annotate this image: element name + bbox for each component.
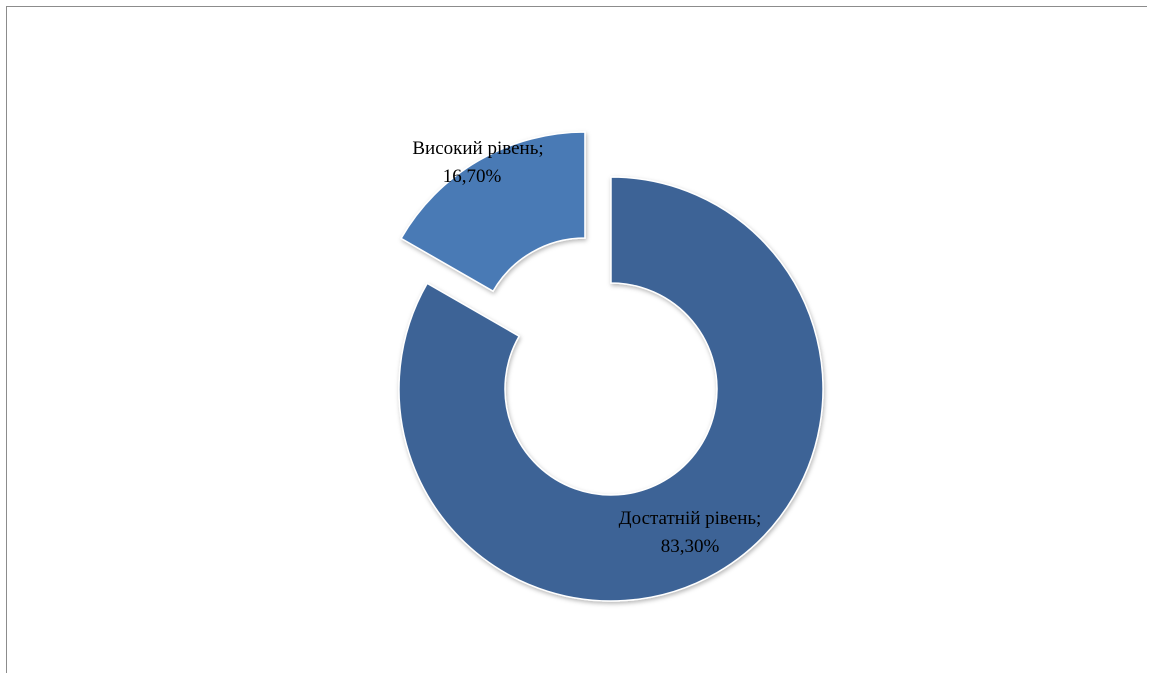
slice-vysokyi (400, 131, 586, 293)
slice-label-vysokyi-name: Високий рівень; (412, 138, 543, 159)
slice-dostatnii (398, 176, 824, 602)
chart-area (6, 6, 1147, 673)
slice-label-dostatnii-name: Достатній рівень; (619, 508, 762, 529)
slice-label-vysokyi-value: 16,70% (443, 166, 502, 187)
slice-label-dostatnii-value: 83,30% (661, 536, 720, 557)
